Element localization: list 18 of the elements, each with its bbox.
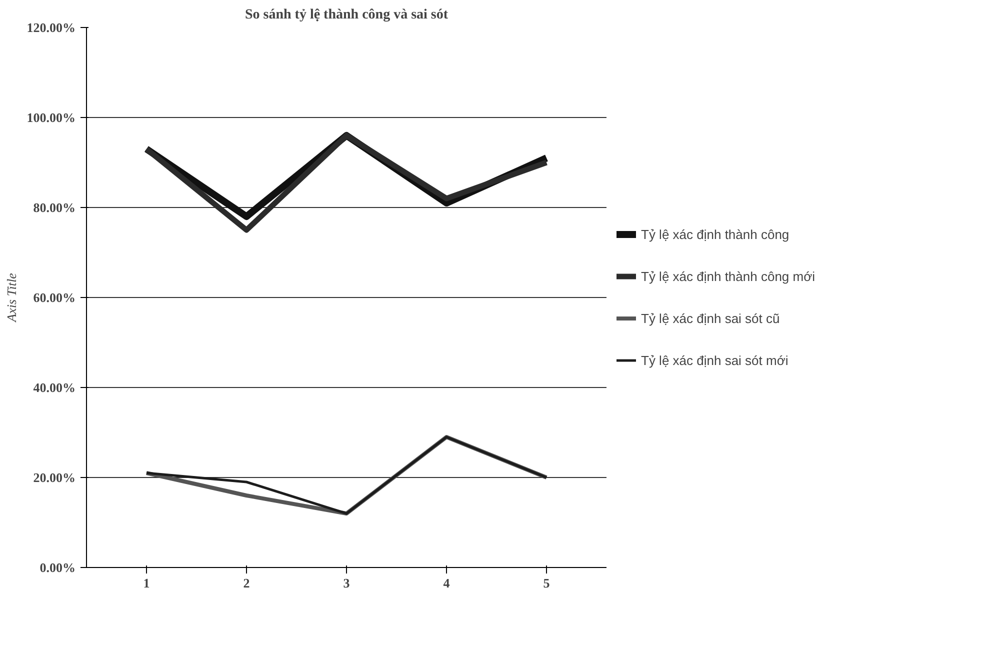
y-axis-title: Axis Title (4, 272, 19, 323)
x-tick-label: 5 (543, 576, 550, 590)
legend-label: Tỷ lệ xác định sai sót mới (641, 352, 788, 368)
y-tick-label: 60.00% (33, 290, 76, 305)
y-tick-label: 80.00% (33, 200, 76, 215)
chart-title: So sánh tỷ lệ thành công và sai sót (244, 8, 448, 22)
y-tick-label: 20.00% (33, 470, 76, 485)
legend-label: Tỷ lệ xác định thành công (641, 226, 790, 242)
y-tick-label: 40.00% (33, 380, 76, 395)
x-tick-label: 2 (243, 576, 250, 590)
y-tick-label: 120.00% (26, 20, 76, 35)
y-tick-label: 0.00% (40, 560, 76, 575)
x-tick-label: 3 (343, 576, 350, 590)
x-tick-label: 1 (143, 576, 150, 590)
legend-label: Tỷ lệ xác định thành công mới (641, 268, 816, 284)
legend-label: Tỷ lệ xác định sai sót cũ (641, 310, 780, 326)
x-tick-label: 4 (443, 576, 450, 590)
y-tick-label: 100.00% (26, 110, 76, 125)
